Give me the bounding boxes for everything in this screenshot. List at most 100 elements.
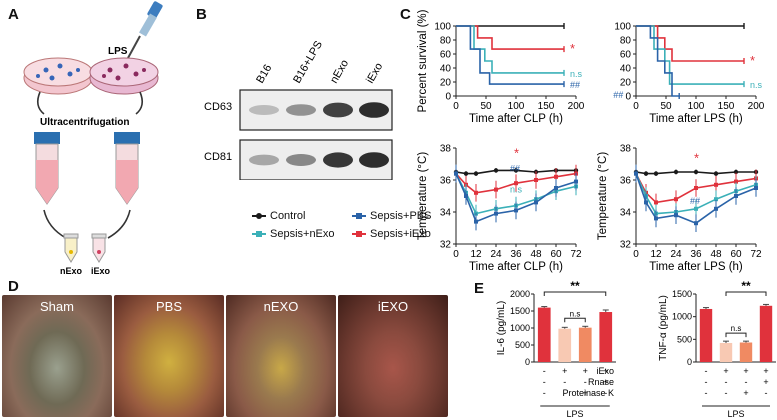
significance-mark: *	[514, 146, 519, 161]
lps-label: LPS	[108, 46, 128, 57]
y-tick-label: 40	[620, 64, 632, 75]
x-tick-label: 24	[670, 249, 682, 260]
data-point	[514, 208, 518, 213]
lane-label: nExo	[328, 58, 351, 86]
legend-swatch	[252, 213, 266, 219]
bar	[699, 308, 713, 362]
condition-sign: -	[705, 388, 708, 398]
significance-mark: n.s	[750, 80, 763, 90]
arrow-down-right-icon	[107, 209, 131, 239]
significance-mark: ##	[570, 80, 580, 90]
data-point	[654, 216, 658, 221]
x-tick-label: 0	[633, 249, 639, 260]
data-point	[674, 197, 678, 202]
y-axis-label: Temperature (°C)	[417, 152, 429, 240]
panel-label-c: C	[400, 6, 411, 23]
series-line	[455, 173, 577, 223]
condition-sign: -	[584, 377, 587, 387]
condition-sign: -	[543, 388, 546, 398]
data-point	[653, 171, 659, 176]
data-point	[574, 179, 578, 184]
y-tick-label: 60	[440, 50, 452, 61]
data-point	[513, 168, 519, 173]
x-tick-label: 150	[718, 101, 735, 112]
x-tick-label: 150	[538, 101, 555, 112]
x-tick-label: 100	[508, 101, 525, 112]
data-point	[674, 213, 678, 218]
y-tick-label: 1500	[672, 289, 692, 299]
photo-sham: Sham	[2, 295, 112, 417]
data-point	[654, 200, 658, 205]
legend-label: Sepsis+PBS	[370, 210, 432, 222]
significance-mark: n.s	[731, 324, 742, 333]
x-tick-label: 48	[530, 249, 542, 260]
significance-mark: ##	[690, 196, 700, 206]
x-tick-label: 200	[748, 101, 765, 112]
y-tick-label: 32	[440, 240, 452, 251]
bar	[599, 312, 613, 362]
series-line	[456, 25, 564, 74]
significance-mark: n.s	[510, 184, 523, 194]
pipette-icon	[127, 1, 163, 59]
y-tick-label: 1500	[510, 306, 530, 316]
y-axis-label: IL-6 (pg/mL)	[496, 301, 507, 355]
exosome-isolation-schematic: LPS Ultracentrifugation nE	[23, 1, 163, 276]
data-point	[673, 169, 679, 175]
data-point	[734, 179, 738, 184]
row-label-cd81: CD81	[204, 151, 232, 163]
condition-sign: -	[543, 366, 546, 376]
x-tick-label: 60	[550, 249, 562, 260]
x-tick-label: 50	[660, 101, 672, 112]
significance-mark: *	[570, 41, 575, 56]
significance-mark: **	[741, 280, 751, 293]
legend-swatch	[252, 231, 266, 237]
data-point	[734, 194, 738, 198]
data-point	[514, 181, 518, 186]
condition-sign: +	[723, 366, 728, 376]
petri-dish-right-icon	[89, 57, 159, 95]
condition-sign: +	[583, 388, 588, 398]
condition-sign: -	[705, 366, 708, 376]
data-point	[464, 194, 468, 198]
x-axis-label: Time after LPS (h)	[649, 113, 743, 125]
arrow-down-left-icon	[43, 209, 67, 239]
condition-sign: +	[743, 366, 748, 376]
y-tick-label: 40	[440, 64, 452, 75]
photo-nexo: nEXO	[226, 295, 336, 417]
legend-label: Sepsis+nExo	[270, 228, 335, 240]
y-tick-label: 0	[625, 92, 631, 103]
data-point	[554, 186, 558, 190]
data-point	[534, 178, 538, 182]
x-tick-label: 12	[650, 249, 662, 260]
chart-temperature-clp: 0 12 24 36 48 60 72 32 34 36 38 Time after CLP (h) T…	[417, 144, 582, 274]
significance-mark: **	[570, 280, 580, 293]
blot-band	[286, 104, 316, 116]
legend-label: Control	[270, 210, 306, 222]
condition-sign: +	[743, 388, 748, 398]
x-tick-label: 60	[730, 249, 742, 260]
y-axis-label: Temperature (°C)	[597, 152, 609, 240]
significance-bracket	[543, 291, 607, 296]
y-tick-label: 0	[525, 357, 530, 367]
significance-mark: ##	[613, 90, 623, 100]
arrow-right-icon	[135, 91, 144, 115]
data-point	[494, 211, 498, 216]
y-tick-label: 1000	[510, 323, 530, 333]
photo-pbs: PBS	[114, 295, 224, 417]
x-tick-label: 72	[750, 249, 762, 260]
significance-mark: n.s	[570, 69, 583, 79]
x-tick-label: 200	[568, 101, 585, 112]
significance-bracket	[725, 332, 747, 338]
data-point	[474, 190, 478, 195]
photo-label-sham: Sham	[40, 299, 74, 314]
photo-iexo: iEXO	[338, 295, 448, 417]
blot-band	[359, 102, 389, 118]
ultracentrifugation-label: Ultracentrifugation	[40, 117, 129, 128]
legend-item: Control	[252, 210, 348, 222]
series-line	[636, 25, 744, 62]
condition-sign: +	[562, 366, 567, 376]
y-tick-label: 36	[620, 176, 632, 187]
x-axis-label: Time after CLP (h)	[469, 113, 563, 125]
